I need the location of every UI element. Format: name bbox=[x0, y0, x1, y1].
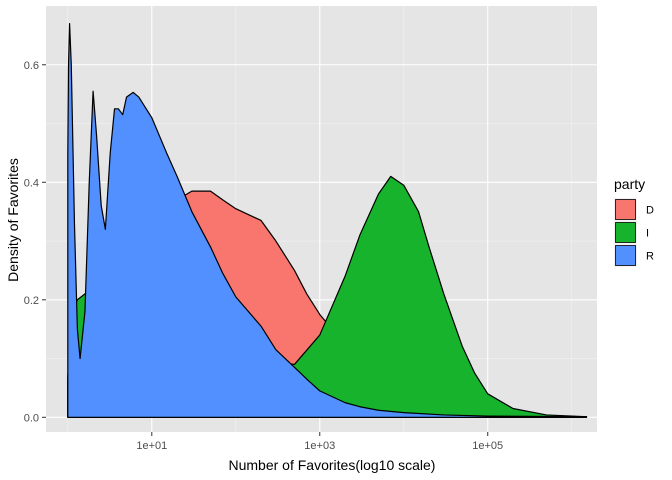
legend-key-R bbox=[615, 245, 636, 266]
legend-label-D: D bbox=[646, 205, 654, 217]
legend-label-I: I bbox=[646, 228, 649, 240]
legend-key-D bbox=[615, 199, 636, 220]
legend-title: party bbox=[614, 176, 645, 192]
x-tick-label: 1e+05 bbox=[472, 440, 503, 452]
density-area-R bbox=[67, 23, 588, 418]
x-tick-label: 1e+01 bbox=[136, 440, 167, 452]
legend-label-R: R bbox=[646, 251, 654, 263]
y-tick-label: 0.0 bbox=[24, 412, 39, 424]
legend: party DIR bbox=[614, 176, 654, 267]
y-axis: 0.0 0.2 0.4 0.6 bbox=[24, 60, 46, 424]
legend-items: DIR bbox=[614, 198, 654, 267]
x-axis: 1e+01 1e+03 1e+05 bbox=[136, 432, 503, 452]
y-tick-label: 0.6 bbox=[24, 60, 39, 72]
legend-key-I bbox=[615, 222, 636, 243]
plot-panel bbox=[46, 6, 597, 432]
x-tick-label: 1e+03 bbox=[304, 440, 335, 452]
y-tick-label: 0.2 bbox=[24, 295, 39, 307]
y-axis-title: Density of Favorites bbox=[5, 158, 21, 282]
x-axis-title: Number of Favorites(log10 scale) bbox=[229, 457, 436, 473]
y-tick-label: 0.4 bbox=[24, 177, 39, 189]
